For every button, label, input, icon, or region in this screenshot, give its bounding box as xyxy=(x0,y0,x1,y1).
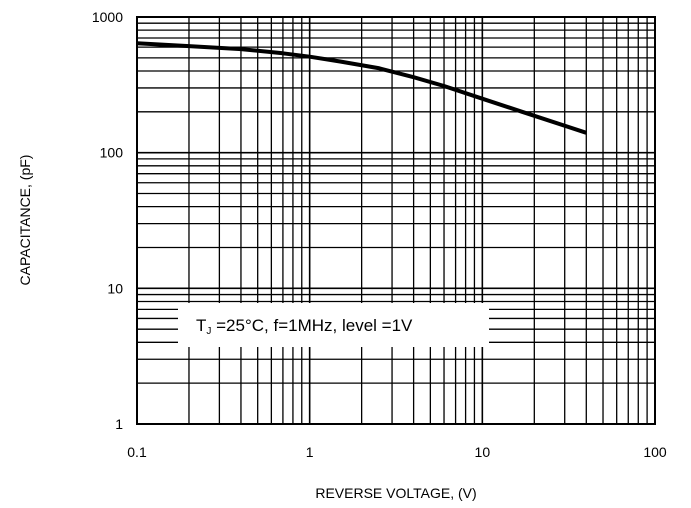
y-tick-label: 10 xyxy=(107,280,123,296)
annotation-subscript: J xyxy=(206,326,211,337)
x-axis-label: REVERSE VOLTAGE, (V) xyxy=(315,485,476,501)
annotation-box xyxy=(178,303,489,347)
x-tick-label: 1 xyxy=(306,444,314,460)
annotation-text: TJ =25°C, f=1MHz, level =1V xyxy=(196,316,413,337)
y-axis-label: CAPACITANCE, (pF) xyxy=(17,155,33,286)
annotation-main: T xyxy=(196,316,206,335)
series-line xyxy=(137,41,587,135)
y-tick-label: 1000 xyxy=(92,9,123,25)
x-tick-label: 100 xyxy=(643,444,667,460)
annotation-rest: =25°C, f=1MHz, level =1V xyxy=(211,316,413,335)
plot-frame xyxy=(136,16,656,425)
y-tick-label: 100 xyxy=(100,145,124,161)
y-tick-label: 1 xyxy=(115,416,123,432)
x-tick-label: 10 xyxy=(475,444,491,460)
x-tick-label: 0.1 xyxy=(127,444,147,460)
